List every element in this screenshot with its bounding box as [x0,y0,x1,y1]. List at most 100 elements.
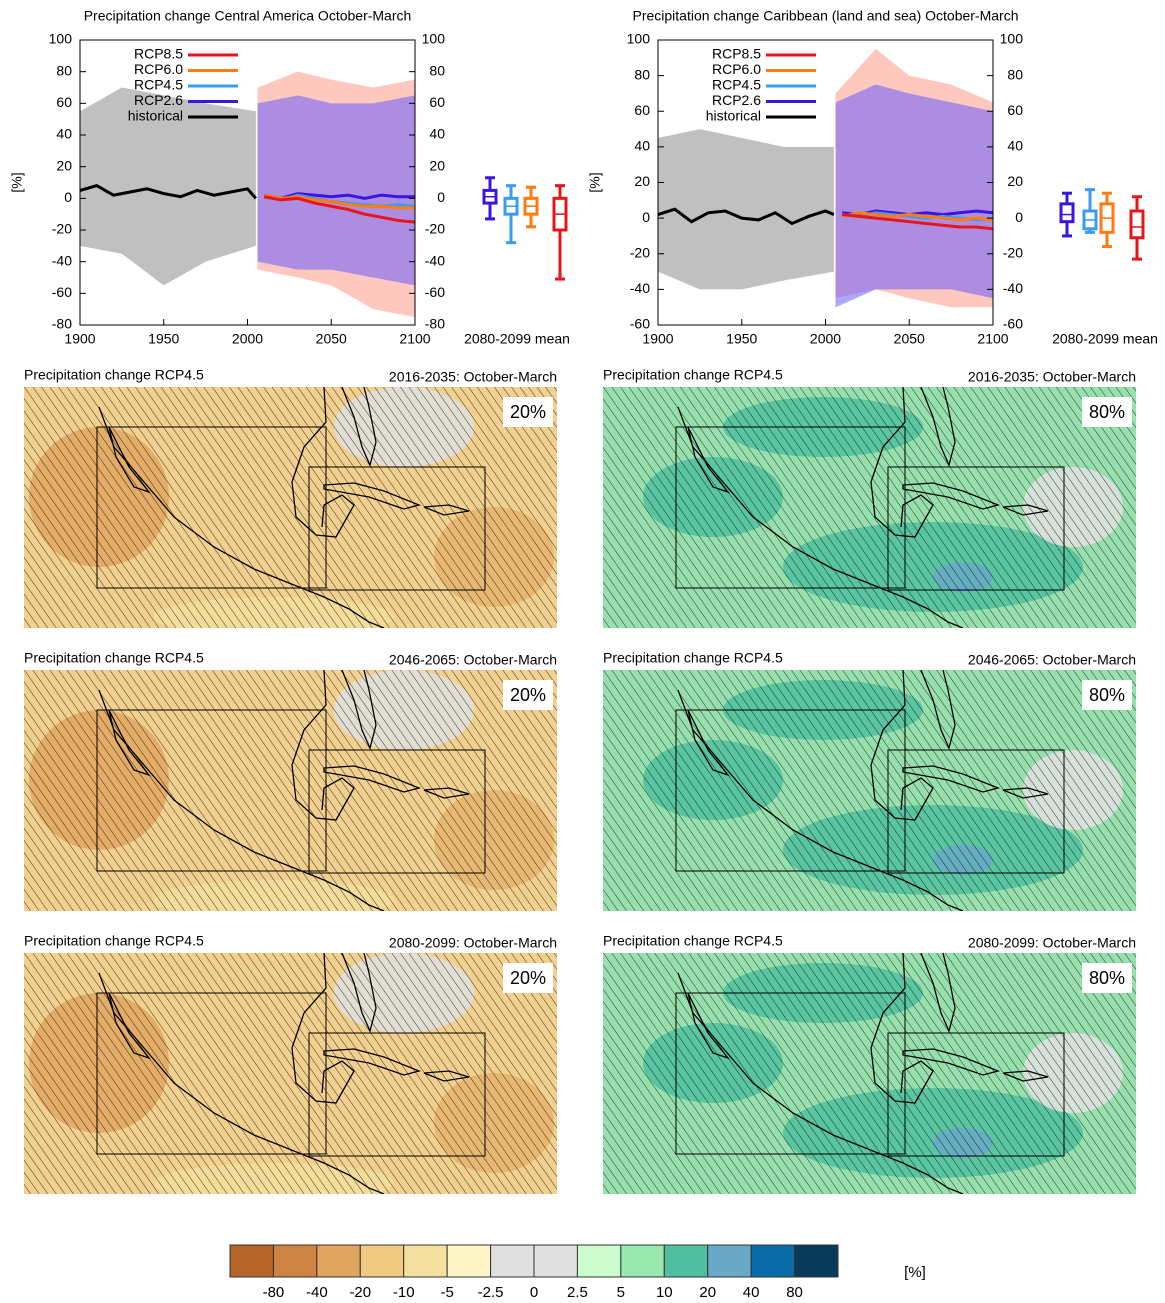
map-title: Precipitation change RCP4.5 [24,650,204,666]
colorbar-box [663,1244,709,1278]
spread-area [80,87,256,286]
colorbar-tick-label: -40 [306,1284,328,1301]
map-panel: 80% Precipitation change RCP4.5 2016-2035:… [603,367,1136,628]
y-tick-label: 20 [634,173,650,189]
map-panel: 80% Precipitation change RCP4.5 2046-2065:… [603,650,1136,911]
map-panel: 20% Precipitation change RCP4.5 2046-2065:… [24,650,557,911]
percentile-label: 80% [1089,968,1125,988]
map-hatching [24,670,557,911]
y-tick-label: -60 [630,316,650,332]
map-panel: 20% Precipitation change RCP4.5 2080-2099:… [24,933,557,1194]
percentile-label: 20% [510,968,546,988]
y2-tick-label: -80 [425,316,445,332]
series-line [842,213,994,231]
region-box [887,749,1065,874]
percentile-label: 20% [510,402,546,422]
colorbar-box [490,1244,535,1278]
map-title: Precipitation change RCP4.5 [24,367,204,383]
colorbar-box [229,1244,274,1278]
legend-label: RCP6.0 [712,61,761,77]
series-line [263,193,415,210]
map-period: 2080-2099: October-March [968,935,1136,951]
y2-tick-label: -60 [425,284,445,300]
y2-tick-label: -20 [1003,244,1023,260]
region-box [675,709,906,872]
colorbar-box [359,1244,405,1278]
region-box [308,1032,486,1157]
colorbar-box [707,1244,752,1278]
coastline [98,953,470,1194]
map-period: 2046-2065: October-March [389,652,557,668]
box-label: 2080-2099 mean [464,331,570,347]
coastline [677,953,1049,1194]
region-box [675,426,906,589]
y2-tick-label: 40 [429,126,445,142]
y-tick-label: 60 [56,94,72,110]
colorbar-tick-label: 10 [656,1284,673,1301]
coastline [98,387,470,628]
colorbar-box [750,1244,796,1278]
region-box [96,992,327,1155]
chart-title: Precipitation change Caribbean (land and… [633,8,1019,24]
series-line [79,184,258,200]
y2-tick-label: 60 [1007,102,1023,118]
y-tick-label: 100 [627,31,651,47]
colorbar-tick-label: 0 [530,1284,538,1301]
y2-tick-label: -40 [425,252,445,268]
colorbar-tick-label: 80 [786,1284,803,1301]
colorbar-tick-label: -80 [263,1284,285,1301]
map-title: Precipitation change RCP4.5 [603,650,783,666]
region-box [308,749,486,874]
x-tick-label: 2050 [894,331,925,347]
colorbar-tick-label: -5 [440,1284,453,1301]
legend-label: RCP2.6 [712,92,761,108]
colorbar-box [576,1244,622,1278]
y2-tick-label: 60 [429,94,445,110]
legend-label: historical [128,108,183,124]
legend-label: RCP4.5 [712,77,761,93]
y-tick-label: -40 [630,280,650,296]
y-tick-label: 100 [49,31,73,47]
x-tick-label: 1950 [148,331,179,347]
percentile-label: 80% [1089,402,1125,422]
spread-area [257,95,415,286]
percentile-bg [503,680,553,710]
box [1059,202,1075,224]
map-title: Precipitation change RCP4.5 [603,933,783,949]
map-body [603,953,1136,1194]
x-tick-label: 2100 [977,331,1008,347]
y-tick-label: 0 [64,189,72,205]
region-box [96,709,327,872]
y-axis-label: [%] [587,172,603,192]
y2-tick-label: 20 [1007,173,1023,189]
colorbar-box [272,1244,318,1278]
box-label: 2080-2099 mean [1052,331,1158,347]
y2-tick-label: 20 [429,157,445,173]
y2-tick-label: -60 [1003,316,1023,332]
map-hatching [603,670,1136,911]
percentile-bg [1082,397,1132,427]
legend-label: historical [706,108,761,124]
y-axis-label: [%] [9,172,25,192]
percentile-label: 20% [510,685,546,705]
map-body [603,670,1136,911]
colorbar-box [403,1244,448,1278]
map-body [24,953,557,1194]
region-box [887,1032,1065,1157]
map-body [24,387,557,628]
colorbar-box [533,1244,578,1278]
colorbar-tick-label: 40 [743,1284,760,1301]
map-hatching [603,387,1136,628]
y2-tick-label: 100 [1000,31,1024,47]
colorbar-tick-label: -10 [393,1284,415,1301]
y-tick-label: 0 [642,209,650,225]
series-line [657,207,835,226]
colorbar-tick-label: 20 [699,1284,716,1301]
map-hatching [603,953,1136,1194]
y-tick-label: 40 [634,138,650,154]
map-hatching [24,387,557,628]
map-title: Precipitation change RCP4.5 [603,367,783,383]
map-period: 2016-2035: October-March [389,369,557,385]
series-line [263,192,415,200]
coastline [677,670,1049,911]
